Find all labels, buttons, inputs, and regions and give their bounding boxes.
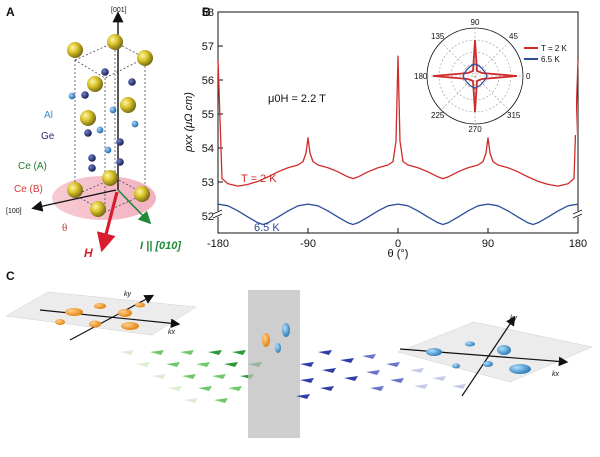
axis-001-label: [001] xyxy=(111,7,127,14)
right-ky-label: ky xyxy=(510,315,518,322)
y-tick-label: 57 xyxy=(202,41,214,53)
atom-legend: Al Ge Ce (A) Ce (B) xyxy=(14,110,55,195)
panel-c-letter: C xyxy=(6,269,15,283)
field-label: H xyxy=(84,246,93,260)
polar-angle-135: 135 xyxy=(431,32,445,41)
y-tick-label: 53 xyxy=(202,177,214,189)
spin-texture-arrows xyxy=(120,290,466,438)
theta-label: θ xyxy=(62,222,67,234)
right-fermi-plane: ky kx xyxy=(397,315,593,397)
polar-red-curve xyxy=(432,39,518,113)
polar-inset: 90 45 0 315 270 225 180 135 T = 2 K 6.5 … xyxy=(414,17,576,135)
axis-100-arrow xyxy=(31,189,117,212)
x-tick-label: 0 xyxy=(395,238,401,250)
polar-angle-225: 225 xyxy=(431,111,445,120)
series-line-2k xyxy=(217,55,579,187)
polar-angle-45: 45 xyxy=(509,32,518,41)
y-tick-label: 54 xyxy=(202,143,214,155)
y-axis: 52 53 54 55 56 57 58 xyxy=(202,7,223,223)
y-tick-label: 56 xyxy=(202,75,214,87)
y-tick-label: 58 xyxy=(202,7,214,19)
x-axis-label: θ (°) xyxy=(388,248,409,260)
y-tick-label: 55 xyxy=(202,109,214,121)
legend-al: Al xyxy=(44,110,53,121)
crystal-structure: [001] [100] I || [010] H θ xyxy=(6,7,181,260)
series-layer xyxy=(217,55,579,226)
ge-atoms xyxy=(81,68,136,172)
x-axis: -180 -90 0 90 180 xyxy=(207,228,587,250)
left-ky-label: ky xyxy=(124,291,132,298)
y-axis-label: ρxx (μΩ cm) xyxy=(183,92,195,153)
axis-100-label: [100] xyxy=(6,208,22,215)
ce-atoms xyxy=(67,34,153,217)
panel-b-letter: B xyxy=(202,5,211,19)
al-atoms xyxy=(68,92,139,154)
legend-ce-a: Ce (A) xyxy=(18,161,47,172)
polar-blue-curve xyxy=(462,63,488,89)
label-6-5k: 6.5 K xyxy=(254,222,280,234)
series-line-6-5k xyxy=(217,203,579,226)
field-annotation: μ0H = 2.2 T xyxy=(268,93,326,105)
inset-legend-red: T = 2 K xyxy=(541,44,568,53)
panel-a-letter: A xyxy=(6,5,15,19)
right-kx-label: kx xyxy=(552,371,560,378)
x-tick-label: -90 xyxy=(300,238,316,250)
y-tick-label: 52 xyxy=(202,211,214,223)
x-tick-label: -180 xyxy=(207,238,229,250)
polar-angle-180: 180 xyxy=(414,72,428,81)
field-arrow xyxy=(96,191,119,253)
polar-angle-0: 0 xyxy=(526,72,531,81)
legend-ge: Ge xyxy=(41,131,55,142)
x-tick-label: 180 xyxy=(569,238,587,250)
polar-angle-90: 90 xyxy=(471,18,480,27)
momentum-space-illustration: ky kx xyxy=(5,290,593,438)
inset-legend-blue: 6.5 K xyxy=(541,55,560,64)
left-fermi-plane: ky kx xyxy=(5,291,197,341)
y-axis-break xyxy=(212,209,583,219)
polar-angle-315: 315 xyxy=(507,111,521,120)
resistivity-chart: 52 53 54 55 56 57 58 -180 -90 0 90 180 ρxx (μΩ cm)… xyxy=(183,7,587,260)
current-arrow xyxy=(117,189,152,225)
polar-angle-270: 270 xyxy=(468,125,482,134)
left-kx-label: kx xyxy=(168,329,176,336)
label-2k: T = 2 K xyxy=(241,173,277,185)
current-label: I || [010] xyxy=(140,240,181,252)
legend-ce-b: Ce (B) xyxy=(14,184,43,195)
x-tick-label: 90 xyxy=(482,238,494,250)
